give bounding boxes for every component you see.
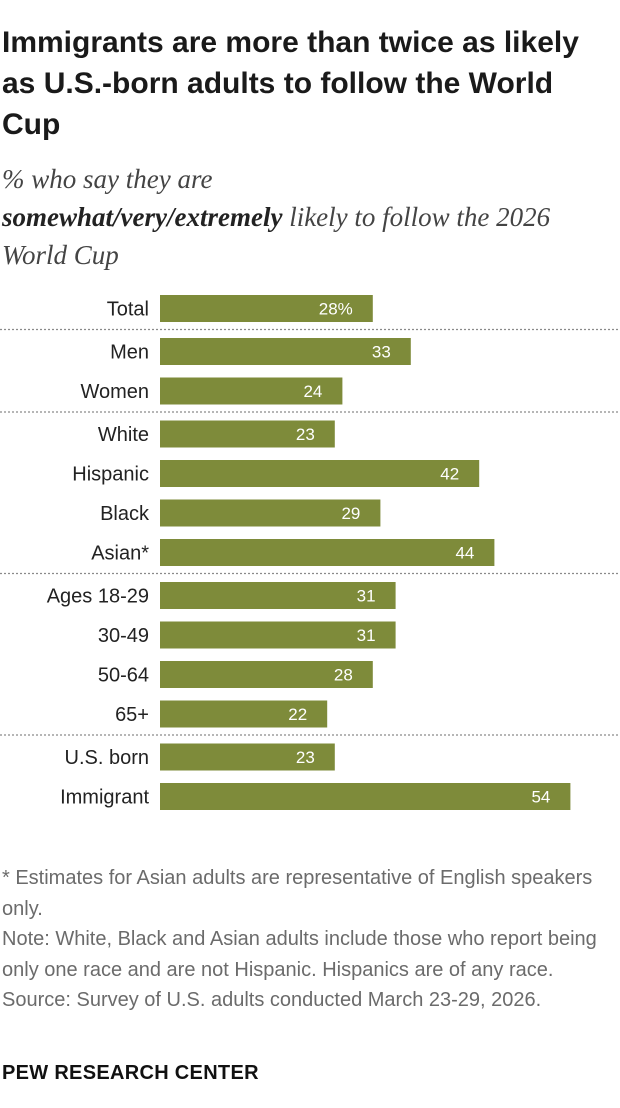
value-label-white: 23 (296, 425, 315, 444)
category-label-total: Total (107, 299, 149, 321)
category-label-65: 65+ (115, 704, 149, 726)
subtitle-pre: % who say they are (2, 164, 213, 194)
value-label-total: 28% (319, 300, 353, 319)
note-text: Note: White, Black and Asian adults incl… (2, 928, 597, 981)
bar-50-64 (160, 661, 373, 688)
bar-ages-18-29 (160, 582, 396, 609)
value-label-u-s-born: 23 (296, 748, 315, 767)
value-label-hispanic: 42 (440, 465, 459, 484)
bar-asian (160, 539, 495, 566)
category-label-hispanic: Hispanic (72, 464, 149, 486)
bar-men (160, 338, 411, 365)
value-label-30-49: 31 (357, 626, 376, 645)
value-label-asian: 44 (455, 544, 474, 563)
category-label-50-64: 50-64 (98, 665, 149, 687)
bar-30-49 (160, 621, 396, 649)
asterisk-note: * Estimates for Asian adults are represe… (2, 867, 593, 920)
bar-65 (160, 700, 328, 728)
value-label-65: 22 (288, 705, 307, 724)
value-label-immigrant: 54 (531, 788, 550, 807)
category-label-men: Men (110, 342, 149, 364)
chart-title: Immigrants are more than twice as likely… (2, 26, 579, 141)
bar-women (160, 377, 343, 405)
chart-subtitle: % who say they are somewhat/very/extremel… (2, 160, 602, 274)
bar-black (160, 499, 381, 527)
category-label-black: Black (100, 503, 150, 525)
bar-hispanic (160, 460, 480, 487)
pew-logo: PEW RESEARCH CENTER (2, 1062, 259, 1084)
source-text: Source: Survey of U.S. adults conducted … (2, 989, 542, 1011)
bar-white (160, 420, 335, 448)
category-label-u-s-born: U.S. born (65, 747, 149, 769)
bar-u-s-born (160, 743, 335, 771)
subtitle-post: likely to follow the 2026 World Cup (2, 202, 551, 270)
category-label-30-49: 30-49 (98, 625, 149, 647)
value-label-men: 33 (372, 343, 391, 362)
subtitle-bold: somewhat/very/extremely (2, 202, 283, 232)
category-label-white: White (98, 424, 149, 446)
value-label-ages-18-29: 31 (357, 587, 376, 606)
category-label-ages-18-29: Ages 18-29 (47, 586, 149, 608)
category-label-women: Women (80, 381, 149, 403)
category-label-asian: Asian* (91, 543, 149, 565)
bar-total (160, 295, 373, 322)
value-label-50-64: 28 (334, 666, 353, 685)
footnotes: * Estimates for Asian adults are represe… (2, 863, 617, 1016)
value-label-black: 29 (341, 504, 360, 523)
bar-immigrant (160, 783, 571, 810)
category-label-immigrant: Immigrant (60, 787, 149, 809)
bar-chart: Total 28% Men 33 Women 24 White 23 Hispanic 42 Bla… (0, 295, 620, 810)
value-label-women: 24 (303, 382, 322, 401)
